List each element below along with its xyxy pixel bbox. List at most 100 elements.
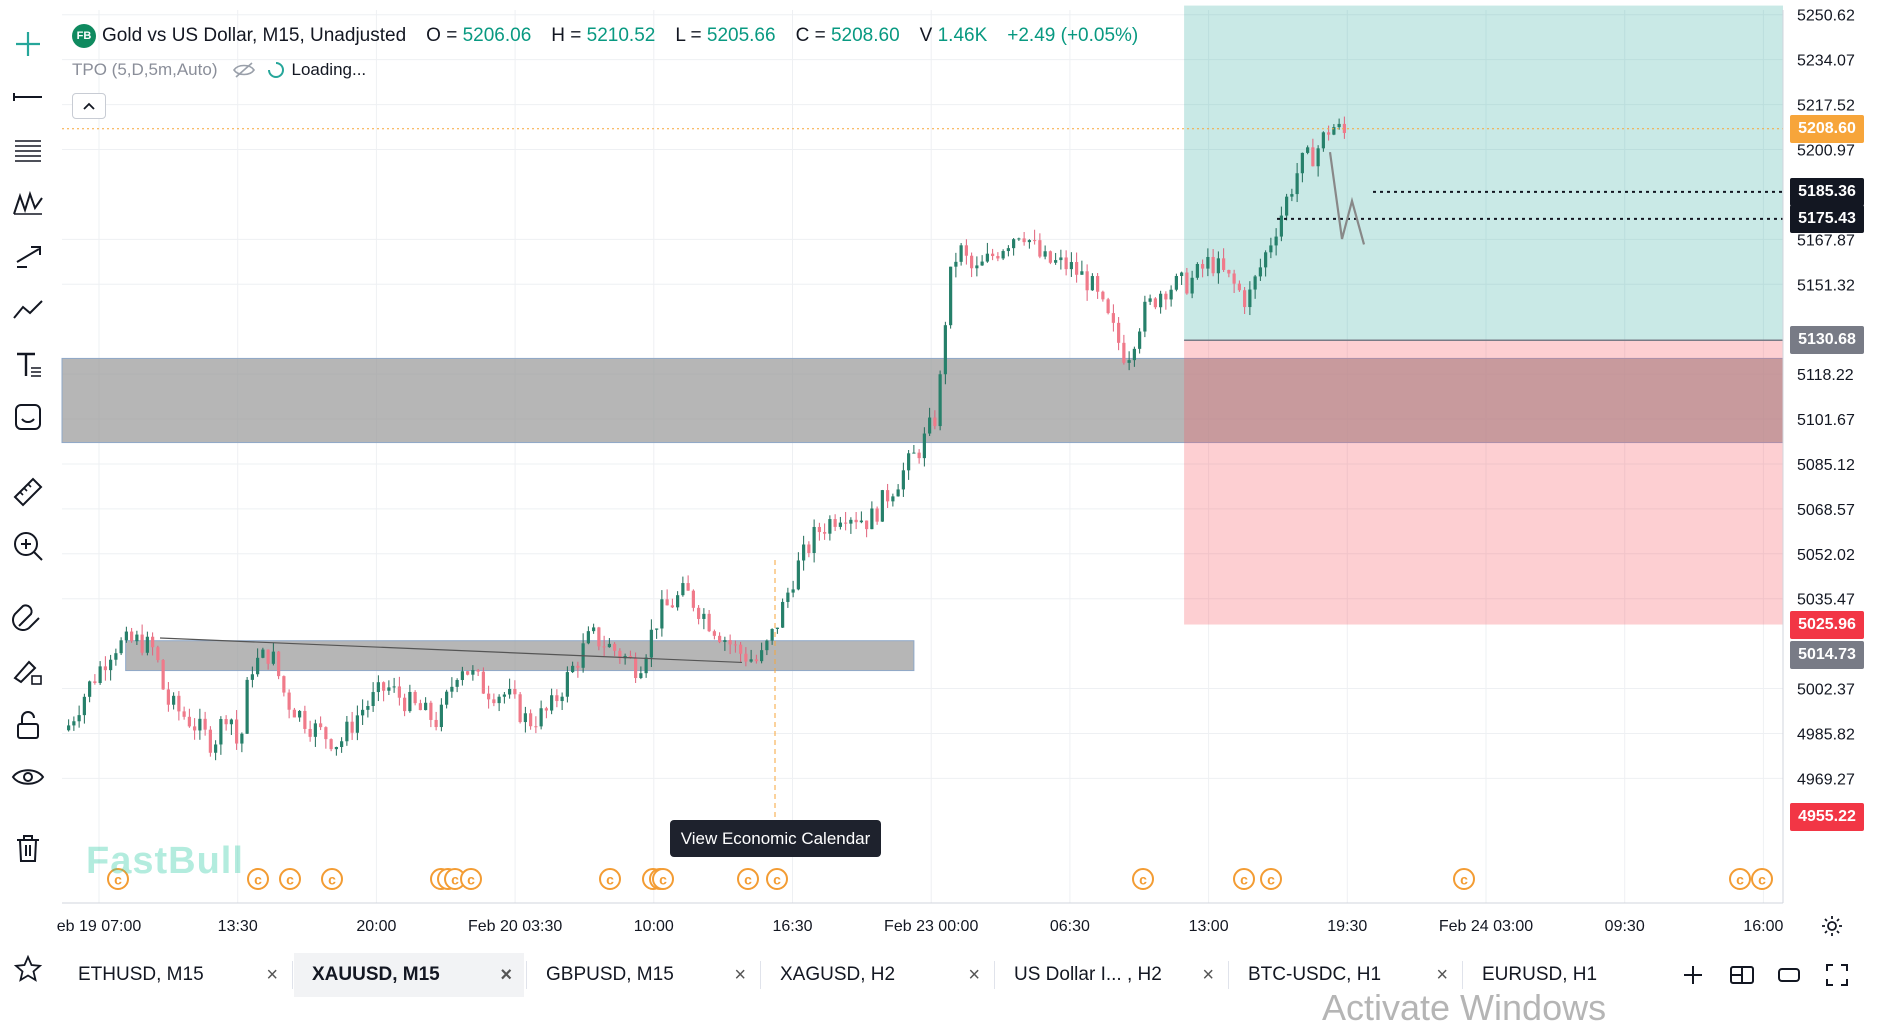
candle-body [964,245,968,256]
candle-body [1075,262,1079,275]
symbol-title[interactable]: Gold vs US Dollar, M15, Unadjusted [102,25,407,46]
emoji-icon[interactable] [10,399,46,435]
price-tick-label: 5250.62 [1797,8,1855,25]
economic-event-glyph: c [744,872,752,888]
close-tab-icon[interactable]: × [500,963,512,986]
text-icon[interactable] [10,346,46,382]
layout-icon[interactable] [1725,958,1759,992]
price-axis[interactable]: 5250.62 5234.07 5217.52 5200.97 5167.87 5151.… [1782,8,1855,903]
trash-icon[interactable] [10,830,46,866]
ruler-icon[interactable] [10,474,46,510]
indicator-status: Loading... [291,60,367,79]
chart-settings-icon[interactable] [1818,912,1846,940]
close-tab-icon[interactable]: × [968,963,980,986]
candle-body [1122,342,1126,363]
economic-event-icon [279,868,301,890]
chart-tab[interactable]: EURUSD, H1 [1464,953,1694,997]
chart-tab[interactable]: BTC-USDC, H1 × [1230,953,1460,997]
chart-tab[interactable]: ETHUSD, M15 × [60,953,290,997]
candle-body [938,374,942,427]
close-tab-icon[interactable]: × [266,963,278,986]
candle-body [1085,271,1089,291]
fib-retracement-icon[interactable] [10,132,46,168]
candle-body [93,681,97,684]
candle-body [959,245,963,262]
candle-body [891,496,895,502]
close-tab-icon[interactable]: × [1436,963,1448,986]
price-tick-label: 4969.27 [1797,771,1855,788]
time-tick-label: 16:30 [772,918,812,935]
candle-body [775,627,779,629]
close-tab-icon[interactable]: × [734,963,746,986]
candle-body [602,646,606,648]
candle-body [550,695,554,711]
economic-event-markers[interactable]: cccccccccccccccccccc [107,868,1773,890]
add-tab-icon[interactable] [1676,958,1710,992]
candle-body [361,709,365,716]
open-label: O = [426,25,458,46]
tab-separator [760,961,761,989]
candle-body [770,628,774,641]
candle-body [676,595,680,608]
forecast-icon[interactable] [10,292,46,328]
candle-body [565,672,569,697]
candle-body [481,671,485,694]
candle-body [439,704,443,728]
candle-body [849,519,853,524]
price-tick-label: 5068.57 [1797,502,1855,519]
candle-body [807,544,811,554]
candle-body [508,688,512,695]
candle-body [754,659,758,662]
candle-body [445,691,449,705]
time-axis[interactable]: eb 19 07:00 13:30 20:00 Feb 20 03:30 10:00 16… [57,902,1784,935]
candle-body [334,747,338,750]
chart-tab[interactable]: US Dollar I... , H2 × [996,953,1226,997]
indicator-name[interactable]: TPO (5,D,5m,Auto) [72,60,218,79]
candle-body [1264,252,1268,268]
chart-tab[interactable]: XAUUSD, M15 × [294,953,524,997]
zoom-in-icon[interactable] [10,528,46,564]
candle-body [859,520,863,523]
unlock-icon[interactable] [10,707,46,743]
tab-separator [1228,961,1229,989]
tab-label: ETHUSD, M15 [78,964,204,985]
fullscreen-icon[interactable] [1820,958,1854,992]
candle-body [1306,147,1310,153]
favorites-star-icon[interactable] [10,951,46,987]
projection-icon[interactable] [10,238,46,274]
candle-body [970,255,974,269]
time-tick-label: 13:30 [218,918,258,935]
candle-body [1064,257,1068,270]
price-tick-label: 5101.67 [1797,412,1855,429]
economic-event-icon [1729,868,1751,890]
candle-body [980,261,984,266]
crosshair-icon[interactable] [10,26,46,62]
candle-body [1038,240,1042,257]
hide-indicator-icon[interactable] [233,61,256,79]
candle-body [1001,251,1005,259]
long-position-tool[interactable] [1184,5,1783,625]
economic-event-icon [460,868,482,890]
collapse-legend-button[interactable] [72,93,106,119]
magnet-icon[interactable] [10,599,46,635]
candle-body [292,709,296,718]
candle-body [114,653,118,660]
chart-tab[interactable]: XAGUSD, H2 × [762,953,992,997]
candle-body [1174,276,1178,290]
chart-zones [61,357,1784,672]
pattern-icon[interactable] [10,185,46,221]
single-view-icon[interactable] [1772,958,1806,992]
candle-body [355,715,359,733]
candle-body [697,607,701,619]
candle-body [1080,271,1084,275]
candle-body [828,519,832,534]
candle-body [172,695,176,705]
chart-tab[interactable]: GBPUSD, M15 × [528,953,758,997]
eye-icon[interactable] [10,759,46,795]
close-tab-icon[interactable]: × [1202,963,1214,986]
lock-drawing-icon[interactable] [10,653,46,689]
trend-line-icon[interactable] [10,79,46,115]
candle-body [250,674,254,680]
candle-body [954,261,958,267]
